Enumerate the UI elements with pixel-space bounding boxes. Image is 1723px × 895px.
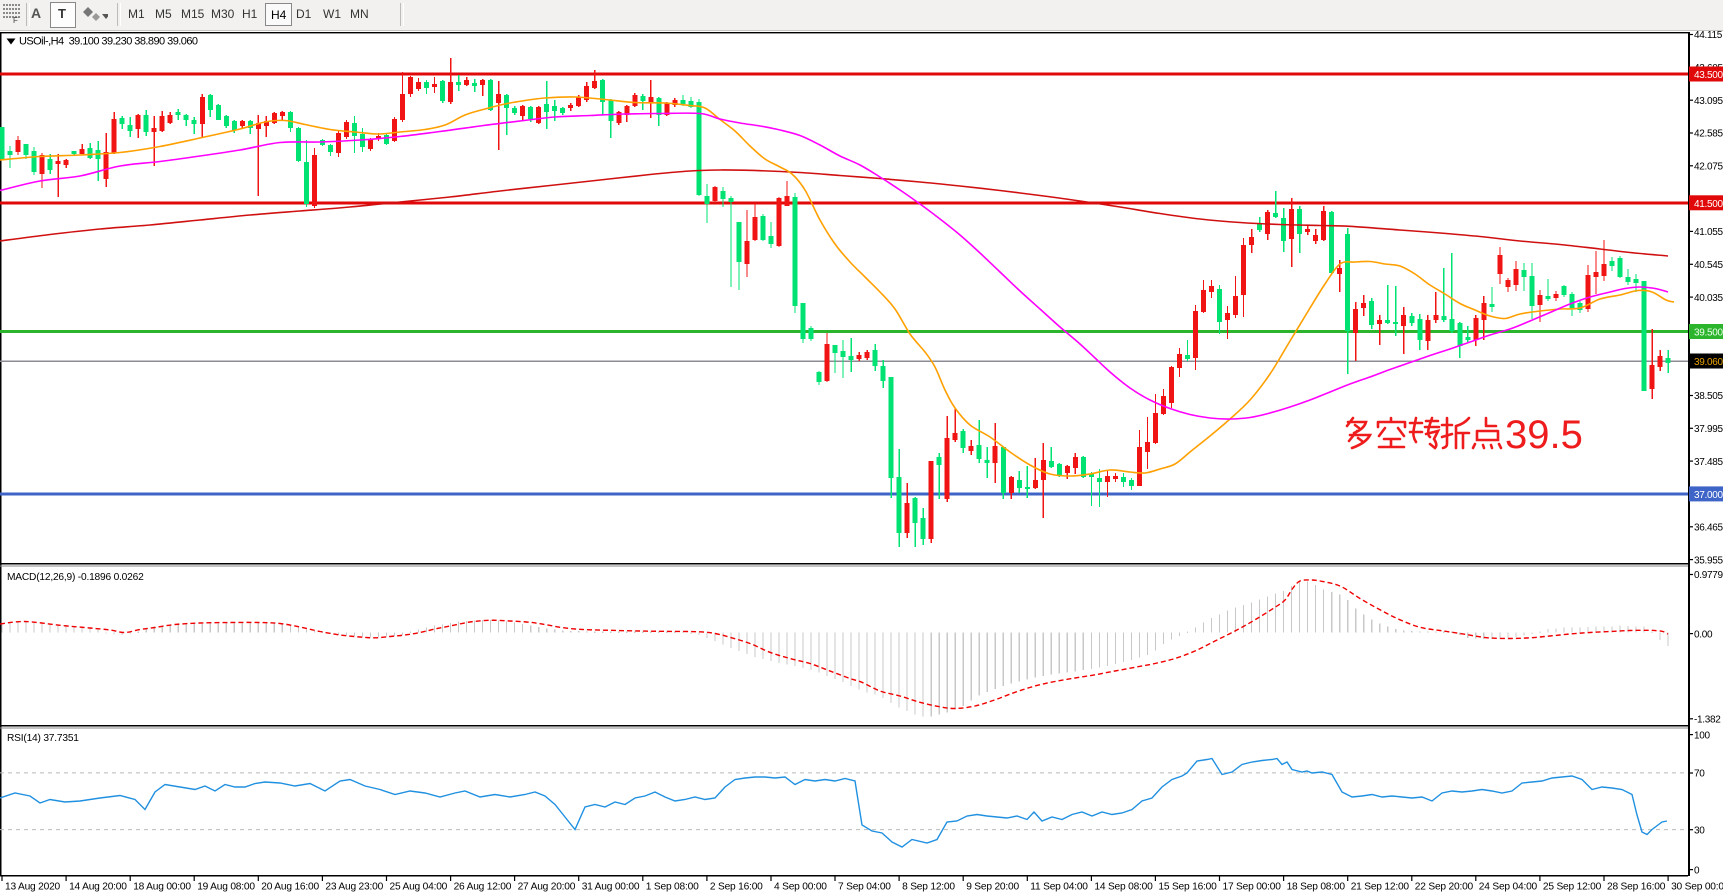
svg-text:42.075: 42.075 [1694,162,1723,173]
svg-text:13 Aug 2020: 13 Aug 2020 [5,882,61,893]
svg-text:36.465: 36.465 [1694,523,1723,534]
svg-text:28 Sep 16:00: 28 Sep 16:00 [1607,882,1666,893]
svg-text:43.095: 43.095 [1694,96,1723,107]
svg-text:40.035: 40.035 [1694,293,1723,304]
svg-text:38.505: 38.505 [1694,391,1723,402]
svg-text:100: 100 [1694,730,1711,741]
svg-text:17 Sep 00:00: 17 Sep 00:00 [1223,882,1282,893]
svg-text:22 Sep 20:00: 22 Sep 20:00 [1415,882,1474,893]
svg-text:25 Sep 12:00: 25 Sep 12:00 [1543,882,1602,893]
svg-text:37.995: 37.995 [1694,424,1723,435]
svg-text:40.545: 40.545 [1694,260,1723,271]
svg-text:30: 30 [1694,825,1705,836]
svg-text:21 Sep 12:00: 21 Sep 12:00 [1351,882,1410,893]
svg-text:0.9779: 0.9779 [1694,570,1723,581]
svg-text:15 Sep 16:00: 15 Sep 16:00 [1158,882,1217,893]
svg-text:26 Aug 12:00: 26 Aug 12:00 [454,882,512,893]
svg-text:USOil-,H4 39.100 39.230 38.89: USOil-,H4 39.100 39.230 38.890 39.060 [19,36,198,48]
svg-text:9 Sep 20:00: 9 Sep 20:00 [966,882,1019,893]
svg-text:14 Aug 20:00: 14 Aug 20:00 [69,882,127,893]
svg-text:-1.382: -1.382 [1694,715,1721,726]
svg-text:25 Aug 04:00: 25 Aug 04:00 [390,882,448,893]
svg-text:8 Sep 12:00: 8 Sep 12:00 [902,882,955,893]
svg-text:MACD(12,26,9) -0.1896 0.0262: MACD(12,26,9) -0.1896 0.0262 [7,572,144,583]
svg-text:2 Sep 16:00: 2 Sep 16:00 [710,882,763,893]
svg-text:4 Sep 00:00: 4 Sep 00:00 [774,882,827,893]
svg-text:39.060: 39.060 [1694,357,1723,368]
svg-text:41.500: 41.500 [1694,199,1723,210]
svg-text:19 Aug 08:00: 19 Aug 08:00 [197,882,255,893]
svg-text:37.000: 37.000 [1694,490,1723,501]
svg-text:42.585: 42.585 [1694,129,1723,140]
svg-text:11 Sep 04:00: 11 Sep 04:00 [1030,882,1088,893]
svg-text:1 Sep 08:00: 1 Sep 08:00 [646,882,699,893]
svg-text:18 Sep 08:00: 18 Sep 08:00 [1287,882,1346,893]
svg-text:27 Aug 20:00: 27 Aug 20:00 [518,882,576,893]
svg-text:43.500: 43.500 [1694,70,1723,81]
svg-text:0: 0 [1694,865,1700,876]
svg-text:14 Sep 08:00: 14 Sep 08:00 [1094,882,1153,893]
svg-text:7 Sep 04:00: 7 Sep 04:00 [838,882,891,893]
svg-text:24 Sep 04:00: 24 Sep 04:00 [1479,882,1538,893]
svg-text:31 Aug 00:00: 31 Aug 00:00 [582,882,640,893]
svg-text:41.055: 41.055 [1694,227,1723,238]
svg-text:39.500: 39.500 [1694,328,1723,339]
svg-text:35.955: 35.955 [1694,555,1723,566]
svg-text:44.115: 44.115 [1694,30,1723,41]
svg-text:0.00: 0.00 [1694,629,1713,640]
svg-text:70: 70 [1694,769,1705,780]
svg-text:39.5: 39.5 [1505,413,1583,457]
svg-text:30 Sep 00:00: 30 Sep 00:00 [1671,882,1723,893]
svg-text:F: F [13,16,18,24]
svg-text:20 Aug 16:00: 20 Aug 16:00 [261,882,319,893]
svg-text:23 Aug 23:00: 23 Aug 23:00 [325,882,383,893]
svg-text:18 Aug 00:00: 18 Aug 00:00 [133,882,191,893]
svg-text:RSI(14) 37.7351: RSI(14) 37.7351 [7,733,79,744]
svg-text:37.485: 37.485 [1694,457,1723,468]
